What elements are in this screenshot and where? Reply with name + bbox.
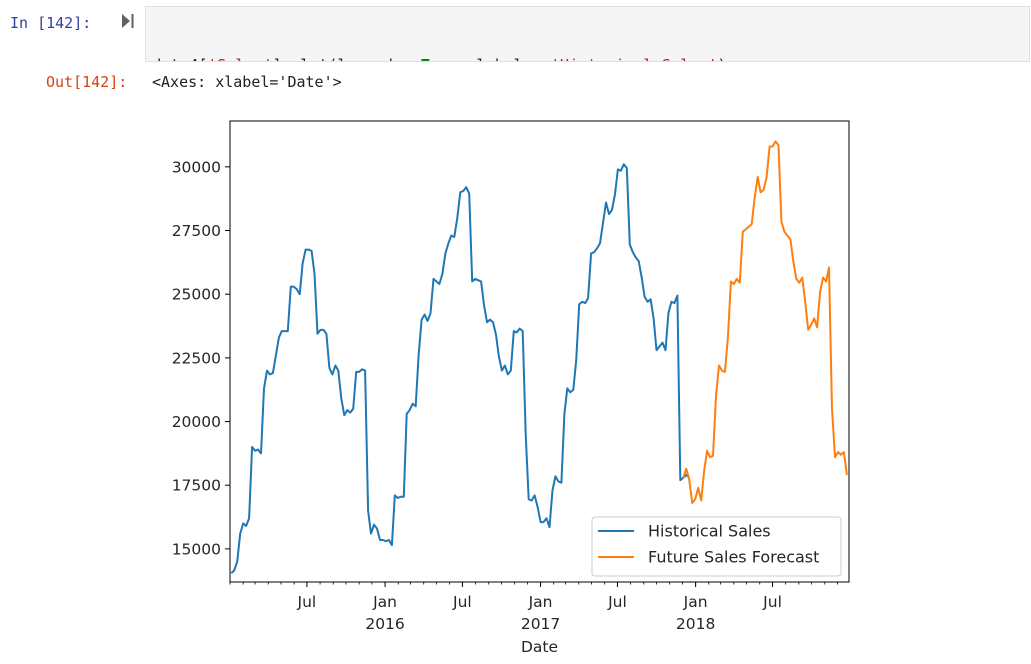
x-axis: Jul Jan 2016 Jul Jan 2017 Jul Jan 2018 Jul	[229, 582, 838, 633]
y-tick-label: 27500	[172, 222, 221, 240]
series-line-1	[682, 140, 848, 504]
series-line-0	[230, 163, 690, 574]
code-token: =	[402, 56, 411, 61]
y-tick-label: 17500	[172, 477, 221, 495]
code-token: 'Sales'	[208, 56, 273, 61]
y-tick-label: 20000	[172, 413, 221, 431]
x-tick-label: Jul	[762, 593, 782, 611]
code-token: , label	[458, 56, 532, 61]
x-tick-label: Jan	[528, 593, 553, 611]
y-tick-label: 25000	[172, 286, 221, 304]
code-line-1: data4['Sales'].plot(legend = True, label…	[152, 55, 1029, 61]
y-tick-label: 30000	[172, 158, 221, 176]
series-layer	[230, 140, 848, 574]
x-axis-title: Date	[521, 638, 558, 656]
code-token: data4[	[152, 56, 208, 61]
code-token: =	[532, 56, 541, 61]
legend-label-0: Historical Sales	[648, 522, 771, 541]
output-text: <Axes: xlabel='Date'>	[152, 73, 342, 91]
code-token: )	[717, 56, 726, 61]
output-prompt: Out[142]:	[46, 73, 128, 91]
y-axis: 15000 17500 20000 22500 25000 27500 30000	[172, 158, 230, 558]
legend-label-1: Future Sales Forecast	[648, 548, 819, 567]
code-token: ].plot(legend	[272, 56, 402, 61]
legend: Historical Sales Future Sales Forecast	[591, 516, 842, 577]
y-tick-label: 22500	[172, 349, 221, 367]
run-cell-icon[interactable]	[121, 12, 135, 30]
x-tick-year-label: 2016	[365, 615, 404, 633]
x-tick-label: Jan	[683, 593, 708, 611]
legend-box	[591, 516, 842, 577]
plot-frame	[229, 120, 850, 583]
x-tick-label: Jan	[372, 593, 397, 611]
x-tick-label: Jul	[607, 593, 627, 611]
code-editor[interactable]: data4['Sales'].plot(legend = True, label…	[145, 6, 1030, 62]
code-token: True	[421, 56, 458, 61]
input-prompt: In [142]:	[10, 14, 92, 32]
x-tick-year-label: 2017	[521, 615, 560, 633]
x-tick-label: Jul	[297, 593, 317, 611]
x-tick-label: Jul	[452, 593, 472, 611]
code-token: 'Historical Sales'	[551, 56, 718, 61]
x-tick-year-label: 2018	[676, 615, 715, 633]
y-tick-label: 15000	[172, 540, 221, 558]
